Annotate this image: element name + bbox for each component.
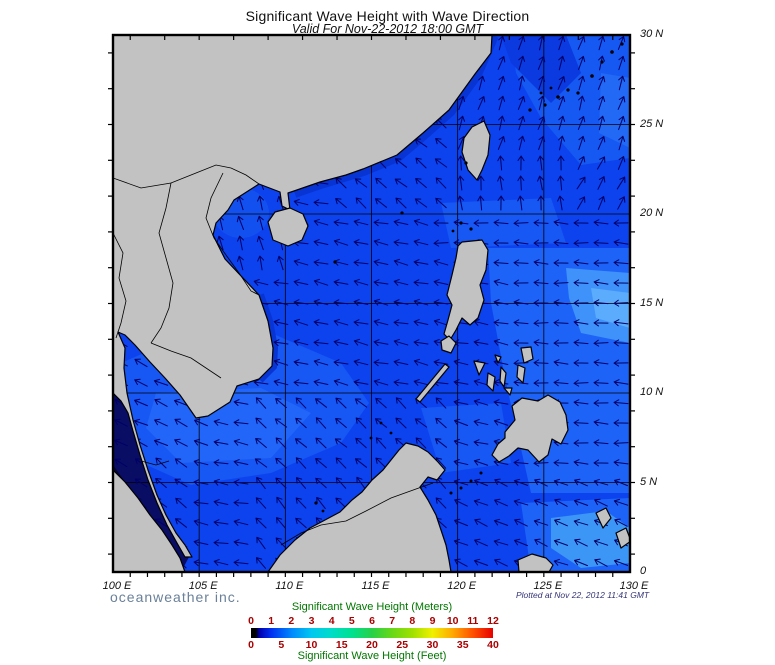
valid-time-subtitle: Valid For Nov-22-2012 18:00 GMT bbox=[291, 22, 484, 36]
feet-tick-0: 0 bbox=[248, 639, 254, 651]
land-layer bbox=[113, 35, 630, 572]
feet-tick-5: 5 bbox=[278, 639, 285, 651]
land-bohol bbox=[503, 387, 513, 396]
page-title: Significant Wave Height with Wave Direct… bbox=[245, 8, 530, 24]
lat-label-5: 5 N bbox=[640, 475, 658, 488]
meters-tick-12: 12 bbox=[487, 615, 499, 627]
plotted-timestamp: Plotted at Nov 22, 2012 11:41 GMT bbox=[516, 590, 650, 600]
land-sumatra bbox=[113, 469, 186, 572]
feet-tick-35: 35 bbox=[456, 639, 469, 651]
legend-feet-label: Significant Wave Height (Feet) bbox=[297, 650, 447, 662]
land-leyte bbox=[516, 364, 526, 384]
land-hainan bbox=[267, 207, 309, 247]
land-sulawesi bbox=[517, 553, 554, 572]
meters-tick-6: 6 bbox=[369, 615, 375, 627]
land-negros bbox=[486, 372, 496, 392]
meters-tick-4: 4 bbox=[328, 615, 335, 627]
country-borders bbox=[113, 164, 434, 546]
meters-tick-5: 5 bbox=[348, 615, 355, 627]
feet-tick-20: 20 bbox=[366, 639, 378, 651]
lat-label-0: 0 bbox=[640, 565, 647, 577]
land-borneo bbox=[267, 442, 452, 572]
land-mindoro bbox=[440, 335, 457, 354]
lon-label-105: 105 E bbox=[188, 580, 218, 592]
land-taiwan bbox=[461, 120, 491, 181]
meters-tick-8: 8 bbox=[409, 615, 416, 627]
wave-patch-south-scs-core bbox=[146, 388, 311, 463]
wave-patch-ryukyu bbox=[599, 73, 630, 148]
lon-label-110: 110 E bbox=[275, 580, 304, 592]
meters-tick-11: 11 bbox=[467, 615, 479, 627]
land-mindanao bbox=[491, 394, 569, 463]
small-islands bbox=[314, 42, 624, 513]
lat-label-30: 30 N bbox=[640, 28, 664, 40]
lon-label-100: 100 E bbox=[102, 580, 132, 592]
lat-label-20: 20 N bbox=[640, 207, 664, 219]
feet-tick-10: 10 bbox=[305, 639, 318, 651]
land-morotai bbox=[615, 527, 630, 549]
lon-label-130: 130 E bbox=[619, 580, 649, 592]
land-halmahera bbox=[595, 507, 612, 529]
wave-patch-halmahera-sea bbox=[551, 511, 630, 568]
land-samar bbox=[520, 346, 534, 364]
land-panay bbox=[473, 360, 486, 376]
legend-meters-label: Significant Wave Height (Meters) bbox=[291, 601, 453, 613]
land-masbate bbox=[494, 354, 502, 364]
feet-tick-15: 15 bbox=[335, 639, 348, 651]
legend-feet-ticks: 0 5 10 15 20 25 30 35 40 bbox=[248, 639, 499, 651]
meters-tick-0: 0 bbox=[248, 615, 254, 627]
wave-patch-sulu-sea bbox=[421, 403, 511, 473]
meters-tick-1: 1 bbox=[268, 615, 275, 627]
feet-tick-30: 30 bbox=[426, 639, 439, 651]
meters-tick-9: 9 bbox=[429, 615, 436, 627]
lon-label-125: 125 E bbox=[533, 580, 563, 592]
land-cebu bbox=[499, 366, 507, 388]
wave-patch-philippine-sea-peak bbox=[591, 288, 630, 328]
land-palawan bbox=[415, 363, 450, 403]
land-asia-mainland bbox=[113, 35, 493, 558]
legend-colorbar bbox=[251, 628, 493, 638]
feet-tick-40: 40 bbox=[487, 639, 499, 651]
feet-tick-25: 25 bbox=[396, 639, 409, 651]
oceanweather-logo: oceanweather inc. bbox=[110, 589, 241, 605]
land-luzon bbox=[443, 239, 489, 341]
map-frame bbox=[111, 33, 632, 574]
wave-map bbox=[108, 33, 635, 577]
legend-meters-ticks: 0 1 2 3 4 5 6 7 8 9 10 11 12 bbox=[248, 615, 499, 627]
lat-label-10: 10 N bbox=[640, 386, 664, 398]
meters-tick-3: 3 bbox=[308, 615, 315, 627]
lat-label-25: 25 N bbox=[640, 117, 664, 130]
meters-tick-7: 7 bbox=[389, 615, 396, 627]
meters-tick-2: 2 bbox=[288, 615, 295, 627]
lon-label-115: 115 E bbox=[361, 580, 390, 592]
lon-label-120: 120 E bbox=[447, 580, 477, 592]
meters-tick-10: 10 bbox=[446, 615, 459, 627]
lat-label-15: 15 N bbox=[640, 296, 664, 309]
wave-patch-east-taiwan bbox=[501, 35, 581, 103]
